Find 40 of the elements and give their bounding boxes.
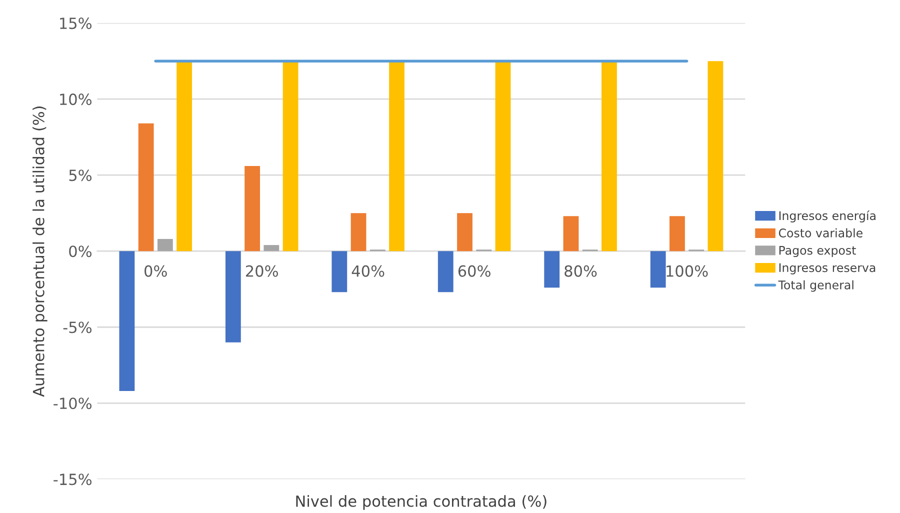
bar xyxy=(176,61,192,252)
bar xyxy=(495,61,511,252)
legend-label: Ingresos reserva xyxy=(779,263,876,274)
bar xyxy=(389,61,404,252)
bar xyxy=(708,61,724,252)
x-tick-label: 0% xyxy=(144,265,167,277)
x-tick-label: 60% xyxy=(458,265,490,277)
bar xyxy=(438,251,454,292)
legend-label: Costo variable xyxy=(778,228,862,238)
legend-label: Ingresos energía xyxy=(779,210,876,222)
bar xyxy=(157,238,173,252)
bar xyxy=(650,251,666,288)
y-tick-label: -10% xyxy=(54,398,92,410)
y-tick-label: 15% xyxy=(60,18,92,30)
bar xyxy=(244,166,260,252)
x-tick-label: 100% xyxy=(666,265,708,277)
y-tick-label: 5% xyxy=(69,170,92,182)
y-axis-title: Aumento porcentual de la utilidad (%) xyxy=(32,106,48,397)
y-tick-label: 10% xyxy=(60,94,92,106)
bar xyxy=(544,251,560,288)
y-tick-label: 0% xyxy=(69,246,92,258)
bar xyxy=(350,213,366,252)
legend-label: Pagos expost xyxy=(779,246,856,258)
bar xyxy=(264,245,280,252)
y-tick-label: -15% xyxy=(54,474,92,486)
legend-label: Total general xyxy=(778,280,854,292)
x-tick-label: 40% xyxy=(352,265,384,277)
bar xyxy=(332,251,348,292)
bar xyxy=(457,213,472,252)
y-tick-label: -5% xyxy=(63,322,92,334)
bar xyxy=(225,251,241,342)
bar xyxy=(138,123,154,252)
x-tick-label: 80% xyxy=(564,265,597,277)
bar xyxy=(670,216,685,252)
bar xyxy=(563,216,579,252)
x-axis-title: Nivel de potencia contratada (%) xyxy=(296,495,546,510)
bar xyxy=(119,251,135,391)
x-tick-label: 20% xyxy=(246,265,278,277)
bar xyxy=(282,61,298,252)
bar xyxy=(602,61,617,252)
